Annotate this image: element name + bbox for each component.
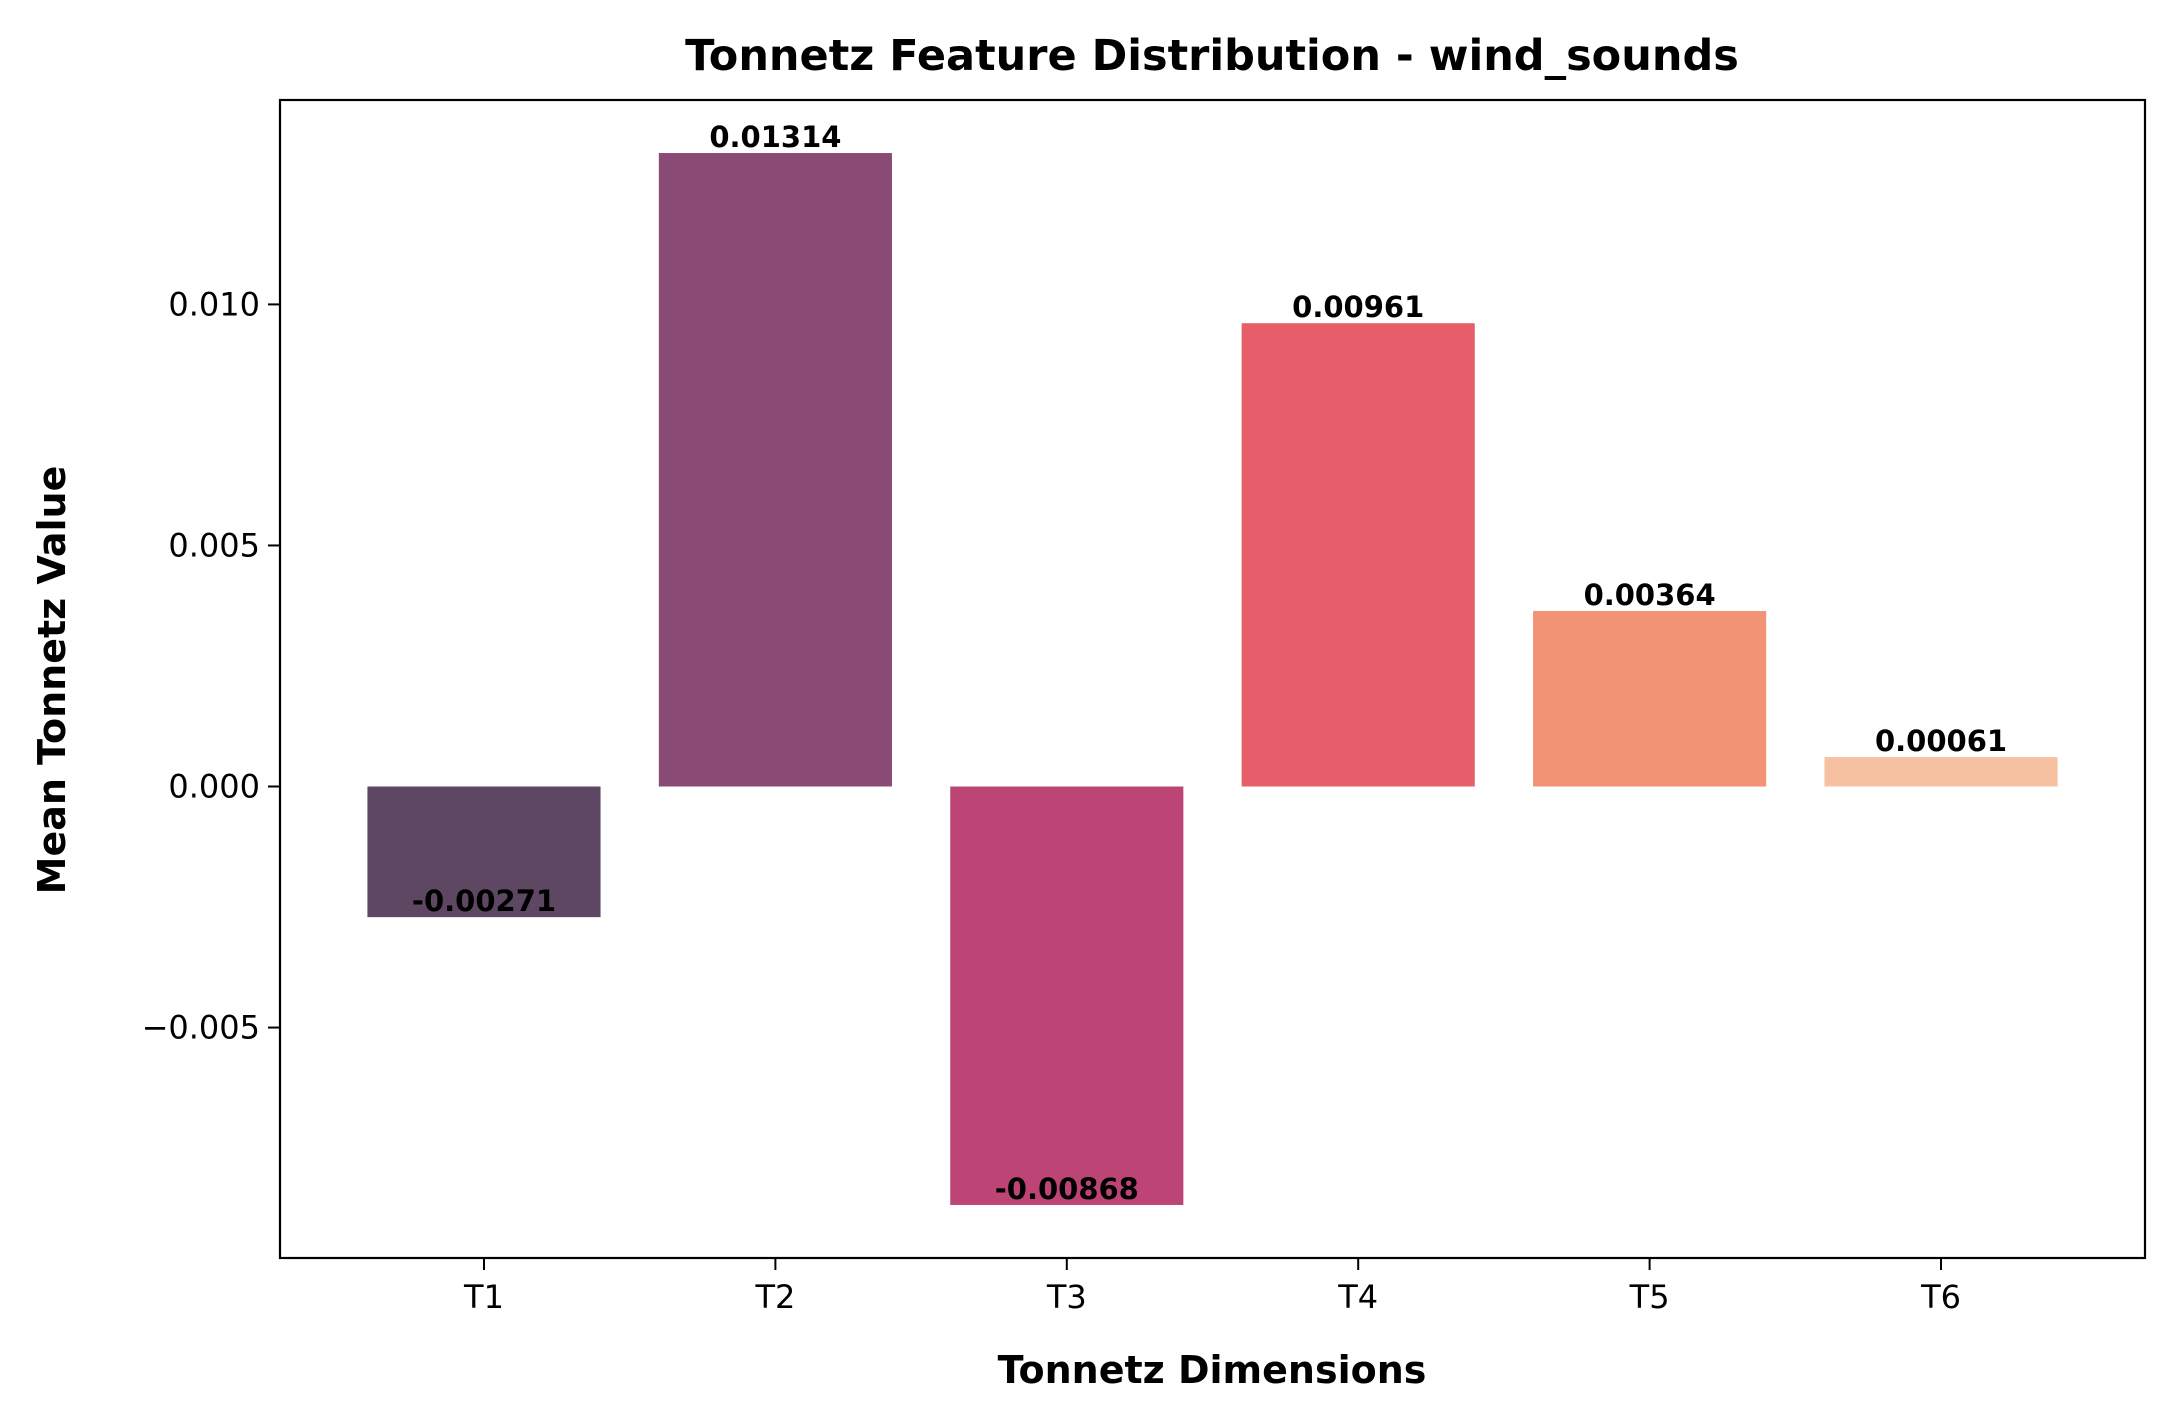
x-tick-label-t2: T2: [754, 1278, 795, 1316]
y-tick-label: 0.000: [168, 768, 260, 806]
bar-t4: [1241, 323, 1475, 787]
x-tick-label-t3: T3: [1046, 1278, 1087, 1316]
bar-t5: [1533, 611, 1767, 787]
axis-ticks-group: T1 T2 T3 T4 T5 T6 −0.005 0.000 0.005 0.010: [142, 285, 1961, 1316]
plot-frame: [278, 98, 2147, 1260]
y-tick-label: 0.010: [168, 285, 260, 323]
data-label-t5: 0.00364: [1584, 578, 1716, 612]
y-axis-label: Mean Tonnetz Value: [30, 466, 74, 895]
data-label-t4: 0.00961: [1292, 290, 1424, 324]
bar-t2: [658, 153, 892, 787]
data-labels-group: -0.00271 0.01314 -0.00868 0.00961 0.00364 0.0…: [412, 120, 2007, 1206]
bar-t3: [950, 786, 1184, 1205]
bars-group: [367, 153, 2058, 1205]
x-tick-label-t1: T1: [463, 1278, 504, 1316]
x-tick-label-t5: T5: [1629, 1278, 1670, 1316]
data-label-t2: 0.01314: [709, 120, 841, 154]
x-tick-label-t4: T4: [1337, 1278, 1378, 1316]
x-axis-label: Tonnetz Dimensions: [998, 1348, 1427, 1392]
data-label-t3: -0.00868: [995, 1172, 1139, 1206]
data-label-t6: 0.00061: [1875, 724, 2007, 758]
x-tick-label-t6: T6: [1920, 1278, 1961, 1316]
data-label-t1: -0.00271: [412, 884, 556, 918]
bar-t6: [1824, 757, 2058, 787]
chart-title: Tonnetz Feature Distribution - wind_soun…: [685, 31, 1739, 81]
y-tick-label: −0.005: [142, 1009, 260, 1047]
y-tick-label: 0.005: [168, 526, 260, 564]
bar-t1: [367, 786, 601, 918]
